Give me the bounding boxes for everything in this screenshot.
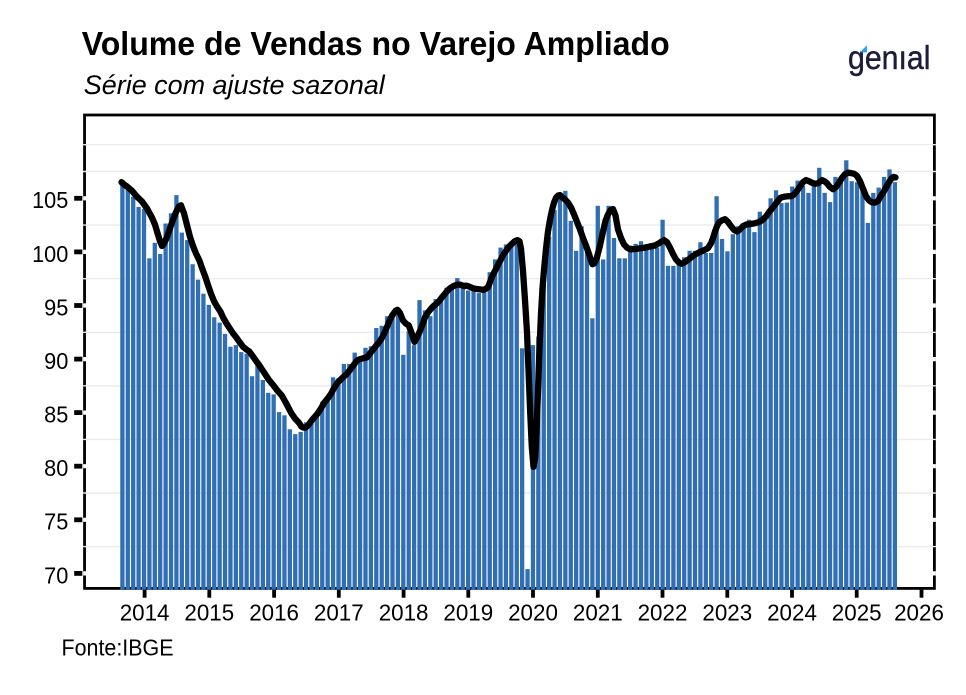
svg-text:2021: 2021 [573,600,623,626]
svg-text:Volume de Vendas no Varejo Amp: Volume de Vendas no Varejo Ampliado [82,25,670,62]
svg-text:genıal: genıal [848,39,931,76]
svg-text:Série com ajuste sazonal: Série com ajuste sazonal [84,70,386,100]
svg-text:90: 90 [44,348,68,374]
svg-text:2023: 2023 [702,600,752,626]
svg-text:95: 95 [44,294,68,320]
svg-text:2017: 2017 [314,600,364,626]
svg-text:100: 100 [32,241,68,267]
svg-text:2025: 2025 [832,600,882,626]
svg-text:2024: 2024 [767,600,817,626]
svg-text:2019: 2019 [443,600,493,626]
svg-text:2015: 2015 [184,600,234,626]
svg-text:2020: 2020 [508,600,558,626]
svg-text:2018: 2018 [379,600,429,626]
svg-text:105: 105 [32,187,68,213]
svg-text:2014: 2014 [120,600,170,626]
svg-text:80: 80 [44,455,68,481]
svg-text:85: 85 [44,402,68,428]
svg-text:2026: 2026 [894,600,944,626]
svg-text:Fonte:IBGE: Fonte:IBGE [62,635,174,661]
svg-text:70: 70 [44,562,68,588]
svg-text:75: 75 [44,509,68,535]
svg-text:2022: 2022 [638,600,688,626]
svg-text:2016: 2016 [249,600,299,626]
